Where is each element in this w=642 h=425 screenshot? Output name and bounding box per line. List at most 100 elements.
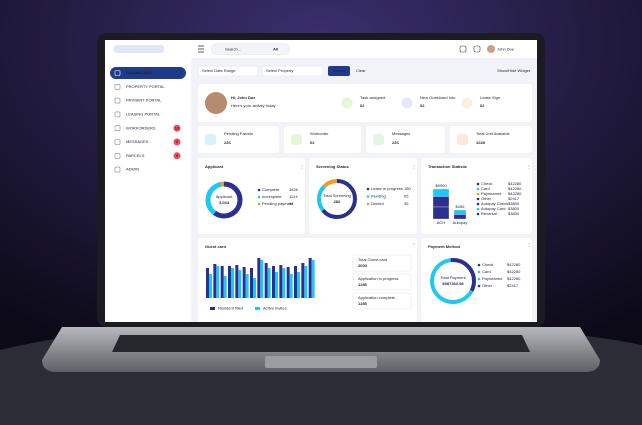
legend-value: $2417 <box>507 283 519 288</box>
donut-segment <box>205 181 243 219</box>
legend-label: Card <box>482 269 491 274</box>
nav-icon <box>114 125 121 131</box>
search-placeholder: Search... <box>225 47 241 52</box>
nav-item[interactable]: MESSAGES <box>126 139 149 144</box>
bar <box>289 274 293 298</box>
nav-item[interactable]: LEASING PORTAL <box>126 111 161 116</box>
nav-item[interactable]: PROPERTY PORTAL <box>126 84 165 89</box>
welcome-card <box>198 84 532 122</box>
bar <box>213 264 217 298</box>
bar-segment <box>432 188 450 197</box>
stat-label: New Guestcard Info <box>420 95 456 100</box>
summary-label: Messages <box>392 131 410 136</box>
nav-item[interactable]: ADMIN <box>126 167 139 172</box>
legend-value: $3800 <box>508 201 520 206</box>
bar <box>275 272 278 298</box>
search-box[interactable] <box>210 43 291 55</box>
legend-value: $2417 <box>508 196 520 201</box>
nav-item[interactable]: PAYMENT PORTAL <box>126 98 162 103</box>
legend-label: Denied <box>371 201 384 206</box>
bar <box>282 268 286 298</box>
badge-count: 8 <box>176 153 179 158</box>
nav-icon <box>114 97 121 104</box>
bar <box>294 266 297 298</box>
nav-active[interactable] <box>110 67 186 79</box>
bar <box>257 258 261 298</box>
badge-count: 10 <box>175 125 180 130</box>
legend-swatch <box>255 307 260 310</box>
clear-button[interactable]: Clear <box>356 68 366 73</box>
menu-dots: ⋮ <box>527 242 531 247</box>
legend-dot <box>366 195 370 198</box>
bar <box>228 266 231 298</box>
bar-label: Autopay <box>453 220 468 225</box>
nav-item[interactable]: DASHBOARD <box>126 70 152 75</box>
bar <box>206 268 209 298</box>
nav-icon <box>114 84 121 90</box>
legend-value: $3800 <box>508 211 520 216</box>
legend-value: 94 <box>289 201 294 206</box>
bar <box>272 266 275 298</box>
nav-icon <box>114 111 121 118</box>
legend-label: Active Invites <box>263 306 287 311</box>
summary-card <box>284 126 361 153</box>
summary-value: 226 <box>224 140 231 145</box>
legend-dot <box>476 207 480 211</box>
legend-dot <box>477 263 481 267</box>
bar <box>297 272 300 298</box>
legend-dot <box>477 284 481 288</box>
avatar[interactable] <box>487 45 495 53</box>
submit-button[interactable] <box>328 66 350 76</box>
nav-icon <box>114 139 121 145</box>
legend-label: Pending <box>371 194 386 199</box>
property-select[interactable] <box>261 65 324 77</box>
legend-label: Paynearme <box>482 276 503 281</box>
bar-total: $456 <box>456 204 466 209</box>
stat-value: 2000 <box>358 263 368 268</box>
sidebar <box>105 58 191 322</box>
stat-value: 02 <box>480 103 485 108</box>
donut-segment <box>205 181 243 219</box>
summary-card <box>198 126 279 153</box>
donut-center-label: Total Payment <box>440 275 466 280</box>
widget-toggle[interactable]: Show/Hide Widget <box>497 68 531 73</box>
stat-box <box>352 254 412 272</box>
donut-center-value: $987263.98 <box>442 281 464 286</box>
date-select[interactable] <box>197 65 259 77</box>
bar <box>242 267 246 298</box>
bar <box>279 265 283 298</box>
profile-photo <box>205 92 227 114</box>
nav-item[interactable]: PARCELS <box>126 153 145 158</box>
legend-value: $3800 <box>508 206 520 211</box>
summary-card <box>450 126 532 153</box>
search-scope: All <box>273 47 278 52</box>
nav-icon <box>114 166 121 173</box>
top-icon[interactable] <box>473 45 481 53</box>
bar <box>267 268 271 298</box>
menu-dots: ⋮ <box>412 242 416 247</box>
bar <box>238 270 242 298</box>
card-title: Transaction Statistic <box>428 164 468 169</box>
stat-label: Application complete <box>358 295 396 300</box>
legend-value: $42280 <box>508 191 522 196</box>
legend-label: Card <box>481 186 490 191</box>
nav-badge <box>173 124 181 132</box>
bar <box>253 278 256 298</box>
top-icon[interactable] <box>459 45 467 53</box>
summary-label: Workorder <box>310 131 329 136</box>
stat-label: Task assigned <box>360 95 385 100</box>
legend-dot <box>257 202 261 206</box>
donut-center-label: Total Screening <box>323 193 351 198</box>
donut-center-value: 280 <box>334 199 341 204</box>
badge-count: 8 <box>176 139 179 144</box>
donut-segment <box>317 179 357 219</box>
legend-swatch <box>210 307 215 310</box>
nav-item[interactable]: WORKORDERS <box>126 125 156 130</box>
bar <box>308 258 312 298</box>
summary-icon <box>457 134 468 145</box>
legend-dot <box>476 187 480 191</box>
nav-badge <box>173 138 181 146</box>
bar-total: $9000 <box>435 183 447 188</box>
menu-dots: ⋮ <box>412 164 416 169</box>
